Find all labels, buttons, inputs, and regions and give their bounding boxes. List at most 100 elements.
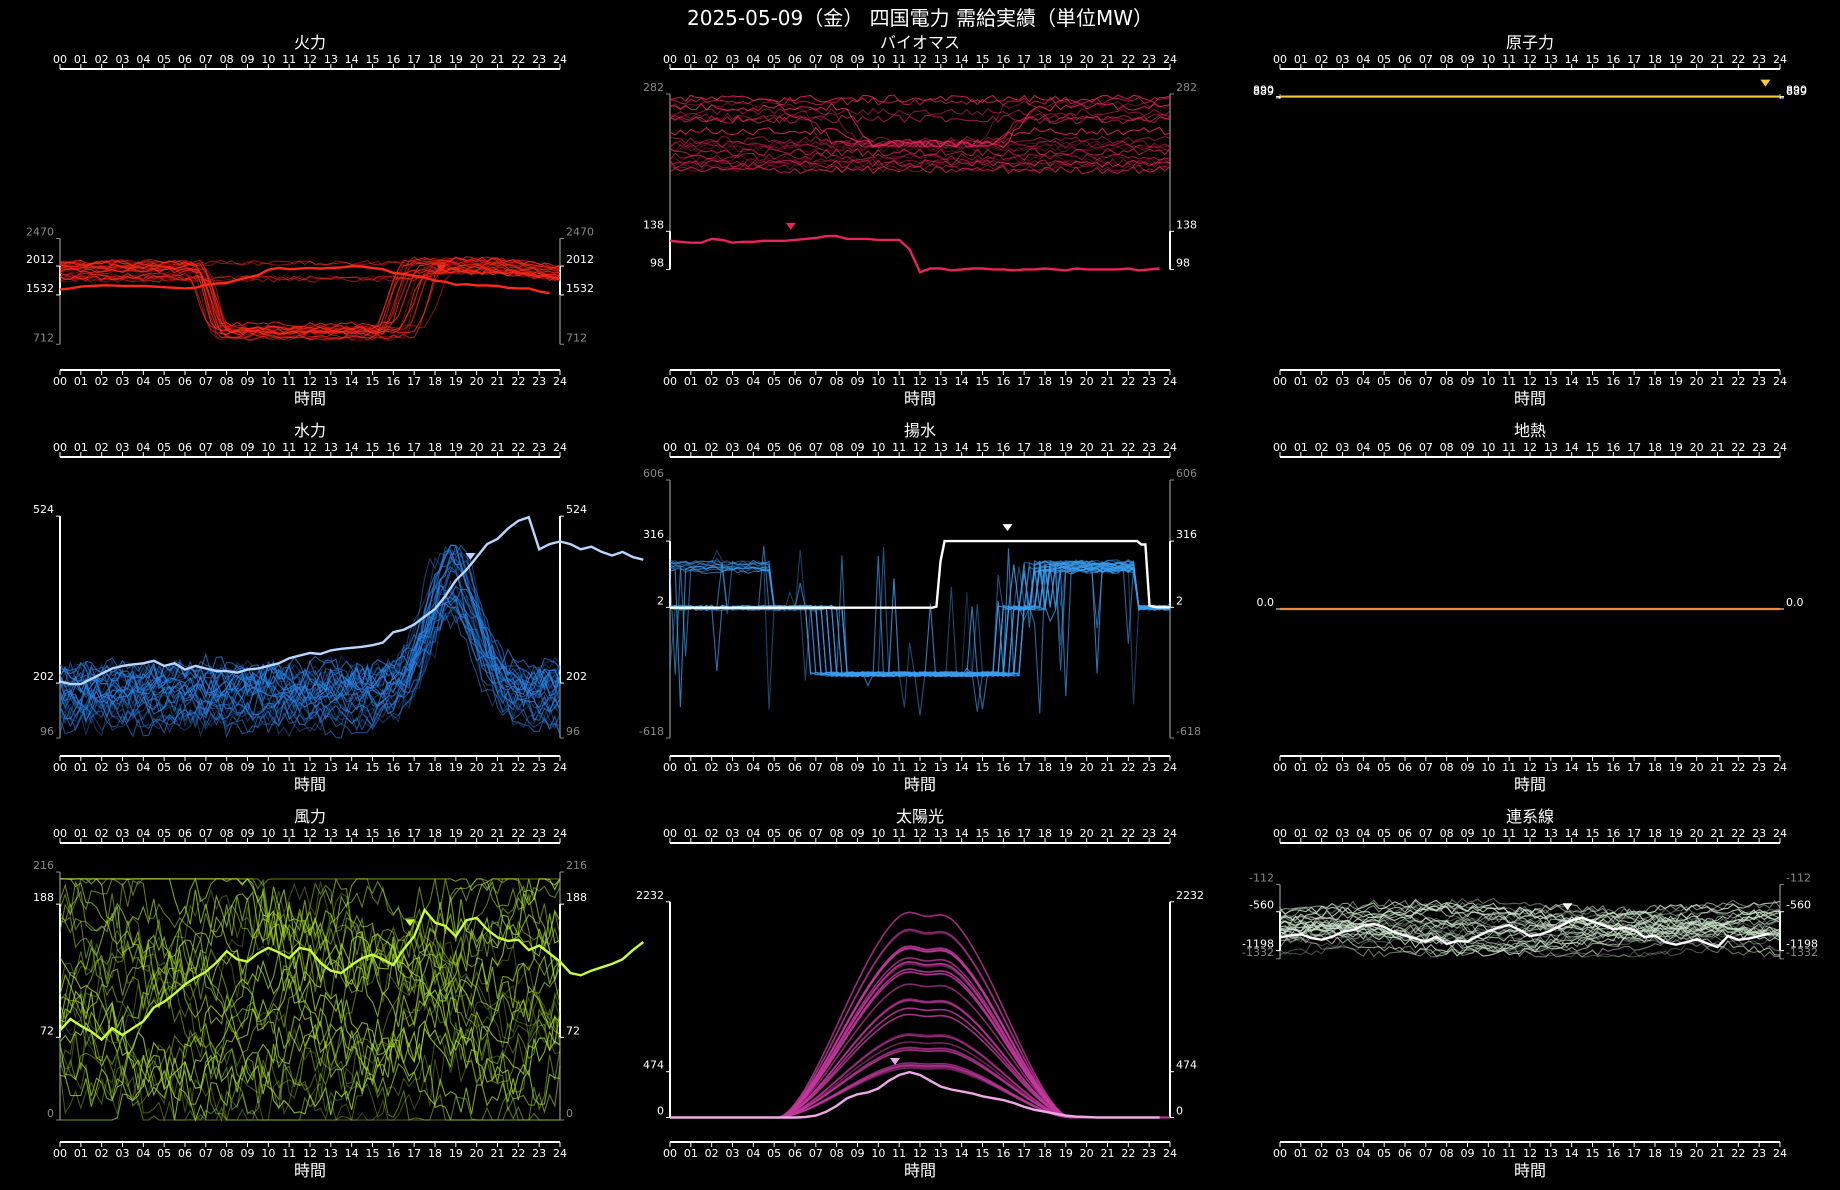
hour-tick-label: 04: [1356, 761, 1370, 774]
hour-tick-label: 13: [1544, 375, 1558, 388]
chart-title: 火力: [294, 33, 326, 52]
history-series-line: [60, 878, 561, 1025]
hour-tick-label: 24: [553, 375, 567, 388]
hour-tick-label: 18: [1648, 761, 1662, 774]
hour-tick-label: 11: [892, 53, 906, 66]
hour-tick-label: 10: [1481, 1147, 1495, 1160]
y-tick-label-right: 96: [566, 725, 580, 738]
hour-tick-label: 19: [1669, 53, 1683, 66]
hour-tick-label: 11: [282, 827, 296, 840]
x-axis-top: 00 01 02 03 04 05 06 07 08 09 10 11 12 13 14 15 16 17 18 19…: [53, 827, 567, 844]
hour-tick-label: 13: [324, 441, 338, 454]
x-axis-bottom: 00 01 02 03 04 05 06 07 08 09 10 11 12 13 14 15 16 17 18 19…: [53, 369, 567, 388]
hour-tick-label: 14: [955, 53, 969, 66]
hour-tick-label: 02: [95, 761, 109, 774]
hour-tick-label: 14: [1565, 761, 1579, 774]
hour-tick-label: 05: [157, 375, 171, 388]
hour-tick-label: 23: [1752, 1147, 1766, 1160]
hour-tick-label: 07: [809, 375, 823, 388]
y-tick-label-right: 282: [1176, 81, 1197, 94]
history-series-line: [1279, 903, 1781, 935]
history-series-line: [59, 552, 561, 720]
history-series-line: [59, 1007, 561, 1121]
hour-tick-label: 12: [1523, 441, 1537, 454]
hour-tick-label: 13: [324, 53, 338, 66]
hour-tick-label: 16: [996, 1147, 1010, 1160]
hour-tick-label: 01: [1294, 53, 1308, 66]
hour-tick-label: 00: [663, 441, 677, 454]
hour-tick-label: 01: [74, 827, 88, 840]
hour-tick-label: 14: [955, 827, 969, 840]
hour-tick-label: 18: [1648, 1147, 1662, 1160]
hour-tick-label: 14: [1565, 827, 1579, 840]
hour-tick-label: 15: [366, 53, 380, 66]
hour-tick-label: 08: [830, 761, 844, 774]
hour-tick-label: 00: [1273, 53, 1287, 66]
hour-tick-label: 17: [1627, 827, 1641, 840]
hour-tick-label: 15: [366, 1147, 380, 1160]
hour-tick-label: 11: [1502, 827, 1516, 840]
hour-tick-label: 09: [851, 1147, 865, 1160]
hour-tick-label: 11: [892, 375, 906, 388]
hour-tick-label: 06: [1398, 441, 1412, 454]
hour-tick-label: 03: [726, 53, 740, 66]
hour-tick-label: 09: [851, 761, 865, 774]
y-tick-label-left: 72: [40, 1024, 54, 1037]
y-tick-label-left: 606: [643, 467, 664, 480]
hour-tick-label: 16: [1606, 375, 1620, 388]
hour-tick-label: 18: [1648, 53, 1662, 66]
hour-tick-label: 16: [386, 1147, 400, 1160]
hour-tick-label: 05: [767, 761, 781, 774]
hour-tick-label: 09: [1461, 761, 1475, 774]
hour-tick-label: 01: [684, 375, 698, 388]
hour-tick-label: 04: [746, 441, 760, 454]
hour-tick-label: 02: [1315, 53, 1329, 66]
hour-tick-label: 20: [1690, 827, 1704, 840]
hour-tick-label: 02: [95, 441, 109, 454]
history-series-line: [59, 881, 561, 1087]
hour-tick-label: 21: [491, 1147, 505, 1160]
hour-tick-label: 05: [1377, 827, 1391, 840]
hour-tick-label: 21: [1101, 1147, 1115, 1160]
history-series-line: [59, 984, 561, 1121]
y-tick-label-right: 474: [1176, 1059, 1197, 1072]
chart-panel: バイオマス 00 01 02 03 04 05 06 07 08 09 10 11 12 13 14 15 16 1…: [643, 33, 1197, 408]
y-tick-label-left: 524: [33, 503, 54, 516]
x-axis-label: 時間: [294, 775, 326, 794]
hour-tick-label: 09: [1461, 827, 1475, 840]
x-axis-bottom: 00 01 02 03 04 05 06 07 08 09 10 11 12 13 14 15 16 17 18 19…: [53, 755, 567, 774]
hour-tick-label: 21: [1101, 53, 1115, 66]
hour-tick-label: 12: [303, 375, 317, 388]
chart-title: 揚水: [904, 421, 936, 440]
hour-tick-label: 06: [178, 441, 192, 454]
hour-tick-label: 22: [511, 761, 525, 774]
peak-marker: [465, 553, 476, 561]
hour-tick-label: 24: [1773, 375, 1787, 388]
history-series-line: [669, 555, 1171, 677]
x-axis-bottom: 00 01 02 03 04 05 06 07 08 09 10 11 12 13 14 15 16 17 18 19…: [663, 1141, 1177, 1160]
history-series-line: [670, 1041, 1170, 1119]
y-tick-label-left: 202: [33, 670, 54, 683]
hour-tick-label: 03: [1336, 441, 1350, 454]
hour-tick-label: 15: [976, 761, 990, 774]
hour-tick-label: 13: [934, 53, 948, 66]
hour-tick-label: 04: [746, 761, 760, 774]
hour-tick-label: 04: [1356, 375, 1370, 388]
hour-tick-label: 03: [1336, 53, 1350, 66]
today-series-line: [59, 515, 644, 686]
hour-tick-label: 12: [1523, 827, 1537, 840]
hour-tick-label: 06: [178, 761, 192, 774]
hour-tick-label: 00: [1273, 827, 1287, 840]
hour-tick-label: 14: [1565, 53, 1579, 66]
hour-tick-label: 11: [1502, 53, 1516, 66]
history-series-line: [59, 547, 561, 704]
hour-tick-label: 05: [767, 827, 781, 840]
hour-tick-label: 17: [1017, 827, 1031, 840]
history-series-line: [59, 878, 561, 1035]
hour-tick-label: 20: [470, 827, 484, 840]
history-series-line: [59, 990, 561, 1116]
hour-tick-label: 12: [303, 1147, 317, 1160]
hour-tick-label: 24: [1163, 375, 1177, 388]
hour-tick-label: 03: [1336, 1147, 1350, 1160]
